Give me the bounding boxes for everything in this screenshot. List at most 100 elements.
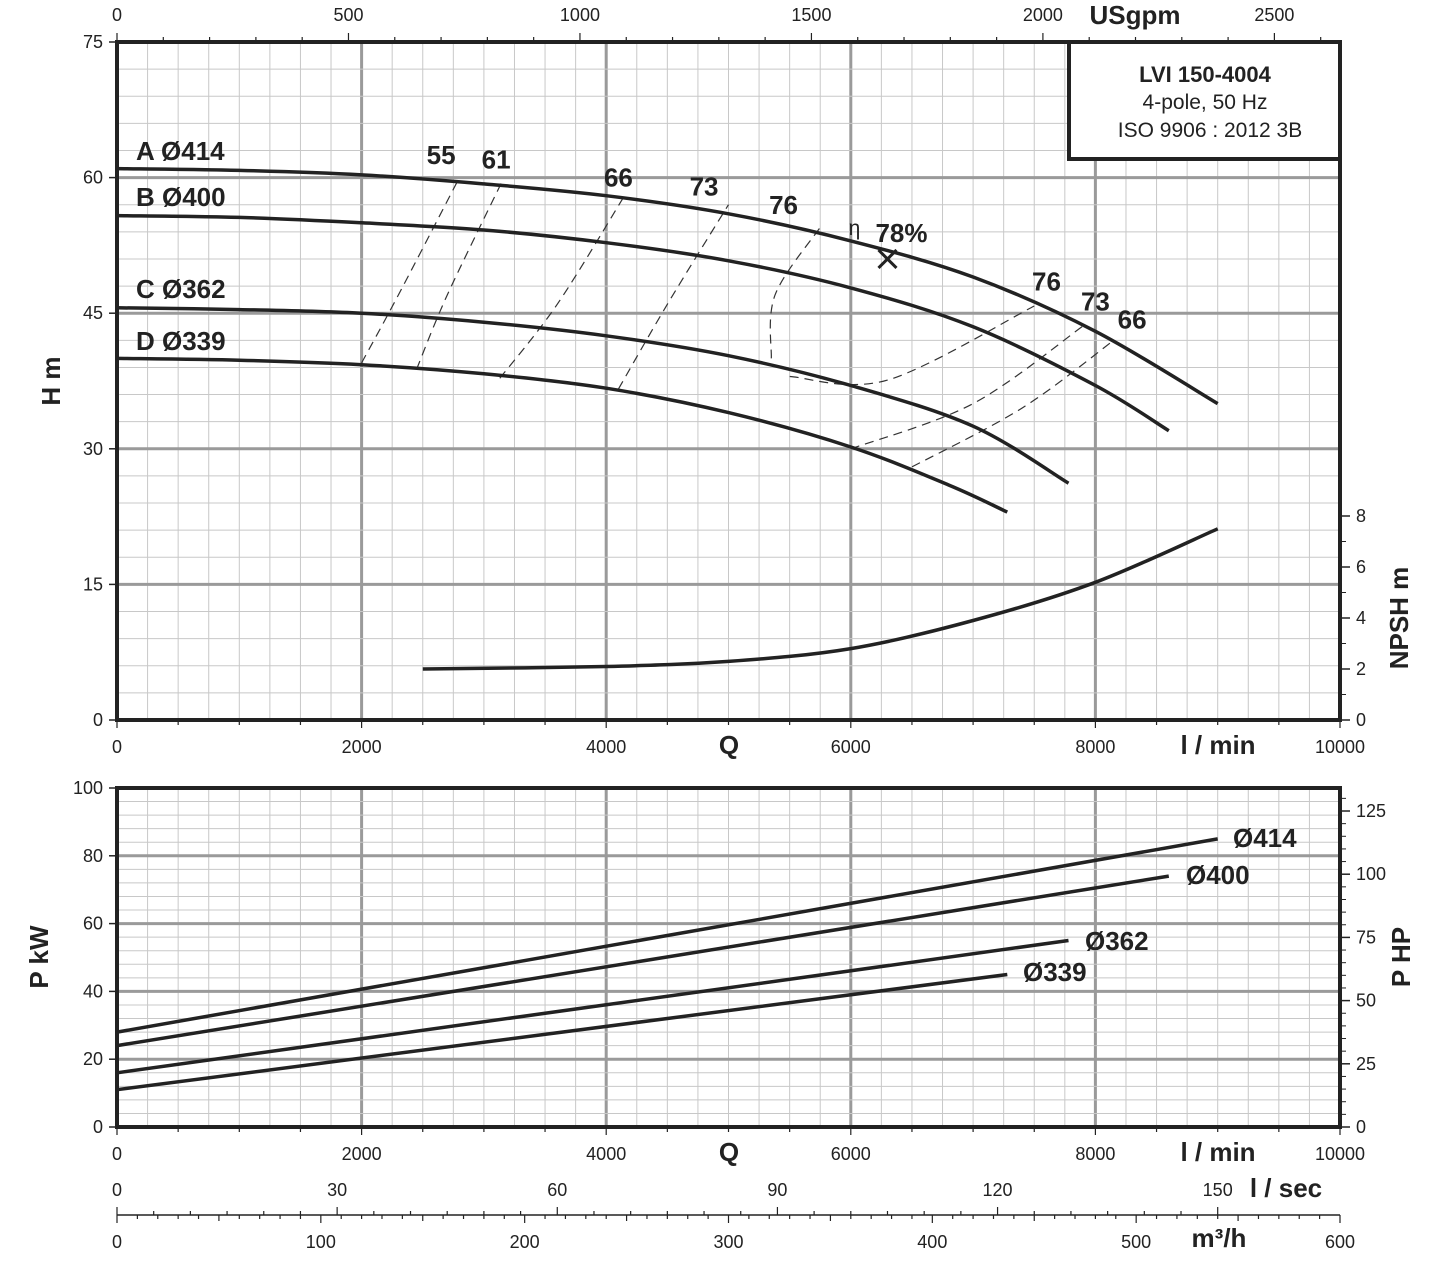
head-curve (116, 356, 1009, 514)
power-x-tick-label: 6000 (831, 1144, 871, 1164)
power-y-tick-label: 100 (73, 778, 103, 798)
lsec-tick-label: 30 (327, 1180, 347, 1200)
npsh-y-tick-label: 4 (1356, 608, 1366, 628)
power-y-tick-label: 0 (93, 1117, 103, 1137)
bep-marker (877, 248, 898, 270)
top-usgpm-tick-label: 1000 (560, 5, 600, 25)
head-curve (116, 213, 1170, 433)
lsec-axis-title: l / sec (1250, 1173, 1322, 1203)
head-y-tick-label: 60 (83, 168, 103, 188)
npsh-y-axis-title: NPSH m (1384, 567, 1414, 670)
power-y-tick-label: 40 (83, 981, 103, 1001)
efficiency-isoline (617, 204, 730, 390)
m3h-tick-label: 500 (1121, 1232, 1151, 1252)
lsec-tick-label: 120 (983, 1180, 1013, 1200)
power-curve (116, 837, 1219, 1034)
power-curve-label: Ø414 (1233, 823, 1297, 853)
head-x-tick-label: 8000 (1075, 737, 1115, 757)
lsec-tick-label: 150 (1203, 1180, 1233, 1200)
efficiency-label: 76 (1032, 267, 1061, 297)
efficiency-symbol: η (849, 217, 861, 240)
info-model: LVI 150-4004 (1139, 62, 1271, 87)
hp-y-tick-label: 100 (1356, 864, 1386, 884)
top-usgpm-tick-label: 0 (112, 5, 122, 25)
npsh-y-tick-label: 2 (1356, 659, 1366, 679)
npsh-curve (422, 527, 1219, 671)
m3h-tick-label: 0 (112, 1232, 122, 1252)
m3h-tick-label: 600 (1325, 1232, 1355, 1252)
efficiency-isoline (850, 325, 1084, 450)
head-x-tick-label: 4000 (586, 737, 626, 757)
m3h-tick-label: 100 (306, 1232, 336, 1252)
efficiency-label: 73 (1081, 286, 1110, 316)
npsh-y-tick-label: 0 (1356, 710, 1366, 730)
head-curve (116, 166, 1219, 406)
efficiency-isoline (911, 339, 1115, 468)
head-y-tick-label: 75 (83, 32, 103, 52)
hp-y-tick-label: 25 (1356, 1054, 1376, 1074)
head-x-axis-title: Q (719, 730, 739, 760)
top-usgpm-tick-label: 1500 (791, 5, 831, 25)
head-y-axis-title: H m (36, 356, 66, 405)
power-x-tick-label: 0 (112, 1144, 122, 1164)
head-curve (116, 306, 1070, 485)
lsec-tick-label: 60 (547, 1180, 567, 1200)
efficiency-label: 66 (1118, 305, 1147, 335)
info-line-2: ISO 9906 : 2012 3B (1118, 119, 1302, 142)
power-x-tick-label: 4000 (586, 1144, 626, 1164)
efficiency-isoline (499, 195, 626, 379)
head-y-tick-label: 30 (83, 439, 103, 459)
power-x-axis-unit: l / min (1180, 1137, 1255, 1167)
head-x-tick-label: 0 (112, 737, 122, 757)
power-y-tick-label: 20 (83, 1049, 103, 1069)
efficiency-label: 61 (482, 145, 511, 175)
power-y-tick-label: 60 (83, 914, 103, 934)
power-curve (116, 938, 1069, 1075)
efficiency-label: 55 (427, 140, 456, 170)
head-curve-label: A Ø414 (136, 136, 225, 166)
efficiency-isoline (416, 180, 503, 370)
info-box (1067, 40, 1342, 161)
head-y-tick-label: 0 (93, 710, 103, 730)
npsh-y-tick-label: 8 (1356, 506, 1366, 526)
power-curve-label: Ø400 (1186, 860, 1250, 890)
m3h-tick-label: 400 (917, 1232, 947, 1252)
head-x-tick-label: 10000 (1315, 737, 1365, 757)
bep-efficiency-label: 78% (875, 218, 927, 248)
head-y-tick-label: 15 (83, 574, 103, 594)
head-y-tick-label: 45 (83, 303, 103, 323)
power-x-axis-title: Q (719, 1137, 739, 1167)
power-x-tick-label: 10000 (1315, 1144, 1365, 1164)
head-curve-label: C Ø362 (136, 274, 226, 304)
head-curve-label: B Ø400 (136, 182, 226, 212)
efficiency-isoline (361, 177, 460, 364)
efficiency-label: 66 (604, 163, 633, 193)
power-curve-label: Ø362 (1085, 926, 1149, 956)
hp-y-tick-label: 0 (1356, 1117, 1366, 1137)
power-x-tick-label: 8000 (1075, 1144, 1115, 1164)
hp-y-tick-label: 125 (1356, 801, 1386, 821)
lsec-tick-label: 90 (767, 1180, 787, 1200)
top-usgpm-axis-title: USgpm (1090, 0, 1181, 30)
efficiency-isoline (769, 226, 821, 359)
power-y-axis-title: P kW (24, 925, 54, 989)
efficiency-label: 73 (690, 172, 719, 202)
top-usgpm-tick-label: 2000 (1023, 5, 1063, 25)
hp-y-tick-label: 50 (1356, 991, 1376, 1011)
lsec-tick-label: 0 (112, 1180, 122, 1200)
npsh-y-tick-label: 6 (1356, 557, 1366, 577)
power-curve (116, 972, 1008, 1092)
power-curve-label: Ø339 (1023, 957, 1087, 987)
info-line-1: 4-pole, 50 Hz (1143, 91, 1268, 114)
power-curve (116, 874, 1170, 1048)
head-x-tick-label: 6000 (831, 737, 871, 757)
m3h-axis-title: m³/h (1192, 1223, 1247, 1253)
top-usgpm-tick-label: 500 (333, 5, 363, 25)
hp-y-tick-label: 75 (1356, 927, 1376, 947)
power-y-tick-label: 80 (83, 846, 103, 866)
m3h-tick-label: 300 (713, 1232, 743, 1252)
m3h-tick-label: 200 (510, 1232, 540, 1252)
hp-y-axis-title: P HP (1386, 927, 1416, 987)
head-curve-label: D Ø339 (136, 326, 226, 356)
